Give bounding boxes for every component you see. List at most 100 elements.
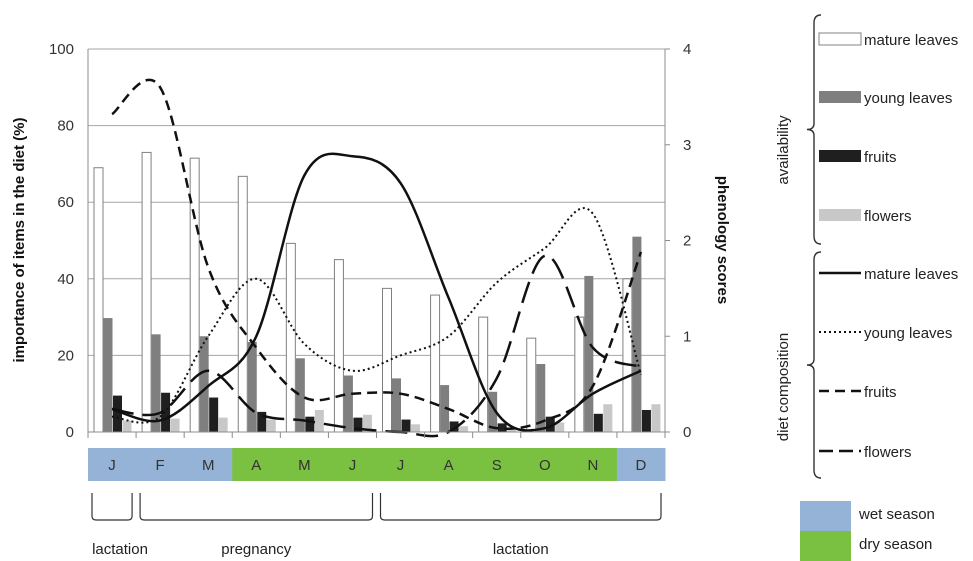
bar-flowers bbox=[122, 420, 132, 432]
legend-swatch-dry-season bbox=[800, 531, 851, 561]
season-cell bbox=[472, 448, 522, 481]
month-label: J bbox=[349, 457, 357, 474]
line-mature-leaves bbox=[111, 152, 642, 432]
season-cell bbox=[136, 448, 185, 481]
bar-fruits bbox=[209, 397, 219, 432]
bar-mature-leaves bbox=[93, 167, 104, 433]
legend-brace-diet bbox=[806, 251, 822, 479]
legend-label: wet season bbox=[858, 506, 935, 523]
gridlines bbox=[88, 48, 665, 356]
season-cell bbox=[184, 448, 233, 481]
y-right-tick-label: 3 bbox=[683, 137, 691, 154]
bar-mature-leaves bbox=[526, 337, 537, 433]
bar-mature-leaves bbox=[478, 316, 489, 433]
bar-young-leaves bbox=[295, 358, 305, 432]
bar-flowers bbox=[314, 409, 324, 432]
bar-young-leaves bbox=[440, 385, 450, 432]
bar-young-leaves bbox=[584, 275, 594, 432]
y-right-tick-label: 4 bbox=[683, 41, 691, 58]
bar-young-leaves bbox=[199, 336, 209, 432]
bar-flowers bbox=[555, 422, 565, 432]
season-cell bbox=[88, 448, 137, 481]
bar-flowers bbox=[651, 404, 661, 432]
legend-swatch-mature-leaves bbox=[818, 32, 862, 46]
legend-swatch-flowers bbox=[819, 209, 861, 221]
season-cell bbox=[280, 448, 329, 481]
season-cell bbox=[232, 448, 281, 481]
phase-label: lactation bbox=[493, 541, 549, 558]
phase-bracket bbox=[139, 493, 374, 521]
legend-swatch-young-leaves bbox=[819, 91, 861, 103]
month-label: J bbox=[108, 457, 116, 474]
bar-mature-leaves bbox=[430, 294, 441, 433]
legend-label: young leaves bbox=[864, 325, 952, 342]
bar-flowers bbox=[362, 414, 372, 432]
legend-group-availability: availability bbox=[775, 115, 792, 185]
bar-fruits bbox=[449, 421, 459, 432]
bar-flowers bbox=[507, 428, 517, 432]
phase-bracket bbox=[379, 493, 662, 521]
legend-label: flowers bbox=[864, 444, 912, 461]
bar-fruits bbox=[257, 411, 267, 432]
y-left-tick-label: 60 bbox=[57, 194, 74, 211]
y-right-tick-label: 2 bbox=[683, 233, 691, 250]
bar-flowers bbox=[459, 426, 469, 432]
legend: mature leaves young leaves fruits flowers ma… bbox=[775, 14, 958, 561]
bar-fruits bbox=[497, 423, 507, 432]
bar-flowers bbox=[266, 419, 276, 432]
bar-young-leaves bbox=[536, 364, 546, 432]
month-label: J bbox=[397, 457, 405, 474]
bar-fruits bbox=[305, 416, 315, 432]
month-label: N bbox=[587, 457, 598, 474]
bar-mature-leaves bbox=[237, 175, 248, 433]
legend-label: fruits bbox=[864, 384, 897, 401]
bar-young-leaves bbox=[151, 334, 161, 432]
legend-label: fruits bbox=[864, 149, 897, 166]
legend-label: mature leaves bbox=[864, 266, 958, 283]
y-axis-right-label: phenology scores bbox=[714, 176, 731, 304]
bar-flowers bbox=[170, 418, 180, 432]
legend-label: dry season bbox=[859, 536, 932, 553]
season-cell bbox=[424, 448, 474, 481]
month-label: O bbox=[539, 457, 551, 474]
bar-fruits bbox=[401, 419, 411, 432]
bar-young-leaves bbox=[632, 236, 642, 432]
legend-swatch-wet-season bbox=[800, 501, 851, 532]
season-cell bbox=[328, 448, 377, 481]
line-fruits bbox=[111, 78, 643, 431]
bar-fruits bbox=[353, 417, 363, 432]
month-label: S bbox=[492, 457, 502, 474]
bar-flowers bbox=[218, 417, 228, 432]
month-label: M bbox=[202, 457, 215, 474]
phase-label: lactation bbox=[92, 541, 148, 558]
y-right-tick-label: 1 bbox=[683, 328, 691, 345]
axes: 0 20 40 60 80 100 0 1 2 3 4 bbox=[49, 41, 691, 441]
y-left-tick-label: 80 bbox=[57, 118, 74, 135]
month-label: D bbox=[636, 457, 647, 474]
bar-fruits bbox=[113, 395, 122, 432]
bar-young-leaves bbox=[392, 378, 401, 432]
month-label: F bbox=[156, 457, 165, 474]
availability-bars bbox=[93, 151, 661, 433]
bar-young-leaves bbox=[488, 391, 498, 432]
y-axis-left-label: importance of items in the diet (%) bbox=[11, 117, 28, 362]
month-label: A bbox=[444, 457, 454, 474]
legend-group-diet: diet composition bbox=[775, 333, 792, 441]
bar-mature-leaves bbox=[574, 316, 585, 433]
bar-mature-leaves bbox=[333, 259, 344, 433]
y-left-tick-label: 0 bbox=[66, 424, 74, 441]
bar-young-leaves bbox=[103, 318, 113, 432]
season-cell bbox=[568, 448, 618, 481]
bar-fruits bbox=[593, 413, 603, 432]
phase-label: pregnancy bbox=[221, 541, 292, 558]
y-left-tick-label: 20 bbox=[57, 347, 74, 364]
season-cell bbox=[616, 448, 666, 481]
season-cell bbox=[376, 448, 426, 481]
bar-flowers bbox=[603, 404, 613, 432]
bar-young-leaves bbox=[343, 375, 353, 432]
y-left-tick-label: 100 bbox=[49, 41, 74, 58]
legend-brace-availability bbox=[806, 14, 822, 245]
bar-mature-leaves bbox=[141, 151, 152, 433]
